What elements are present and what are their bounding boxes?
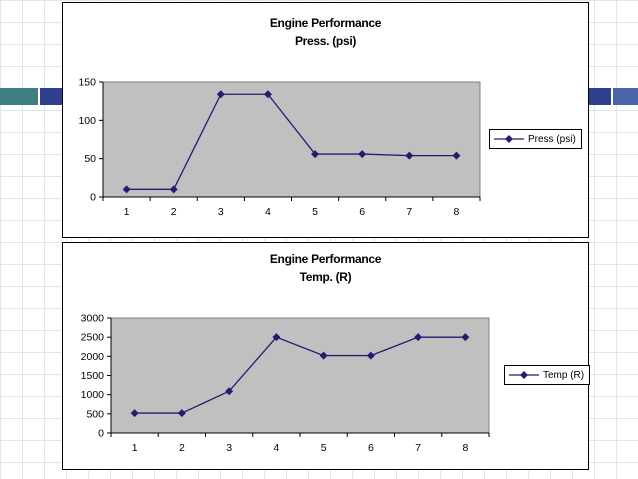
press-data-point — [311, 150, 320, 159]
press-x-tick-label: 4 — [265, 206, 271, 218]
press-x-tick-label: 8 — [454, 206, 460, 218]
temp-x-tick-label: 1 — [132, 442, 138, 454]
press-x-tick-label: 6 — [359, 206, 365, 218]
press-chart-panel: Engine Performance Press. (psi) 0 50 100 15… — [62, 2, 589, 238]
temp-data-point — [461, 333, 470, 342]
press-data-point — [452, 151, 461, 160]
press-data-point — [122, 185, 131, 194]
temp-data-point — [272, 333, 281, 342]
press-y-tick-label: 150 — [78, 77, 96, 89]
press-legend-label: Press (psi) — [528, 133, 576, 145]
temp-data-point — [414, 333, 423, 342]
press-x-tick-label: 1 — [124, 206, 130, 218]
press-data-point — [405, 151, 414, 160]
press-data-point — [169, 185, 178, 194]
press-chart-title: Engine Performance — [269, 16, 382, 30]
temp-data-point — [177, 409, 186, 418]
press-data-point — [216, 90, 225, 99]
temp-chart-panel: Engine Performance Temp. (R) 0 500 1000 150… — [62, 242, 591, 470]
temp-y-tick-label: 3000 — [81, 313, 105, 325]
temp-y-tick-label: 2000 — [81, 351, 105, 363]
press-chart-svg: 0 50 100 150 1 2 3 4 5 6 7 8 — [78, 77, 481, 218]
press-x-tick-label: 7 — [406, 206, 412, 218]
press-x-tick-label: 2 — [171, 206, 177, 218]
temp-data-point — [366, 351, 375, 360]
temp-y-tick-label: 2500 — [81, 332, 105, 344]
slide-accent-bar-left-navy — [40, 88, 62, 105]
temp-legend-marker-icon — [509, 371, 539, 379]
press-chart-legend: Press (psi) — [489, 129, 582, 149]
temp-x-tick-label: 4 — [273, 442, 279, 454]
temp-x-tick-label: 6 — [368, 442, 374, 454]
press-data-point — [358, 150, 367, 159]
temp-y-tick-label: 0 — [98, 428, 104, 440]
temp-chart-title: Engine Performance — [269, 252, 382, 266]
press-x-tick-label: 5 — [312, 206, 318, 218]
slide-accent-bar-right-navy — [587, 88, 611, 105]
temp-x-tick-label: 7 — [415, 442, 421, 454]
temp-data-point — [225, 387, 234, 396]
slide-accent-bar-right-blue — [613, 88, 638, 105]
slide-accent-bar-left-teal — [0, 88, 38, 105]
temp-y-tick-label: 500 — [86, 408, 104, 420]
temp-data-point — [130, 409, 139, 418]
temp-chart-svg: 0 500 1000 1500 2000 2500 3000 1 2 3 4 5 6 7 8 — [81, 313, 490, 454]
press-x-tick-label: 3 — [218, 206, 224, 218]
press-series-line — [126, 93, 457, 190]
temp-chart-legend: Temp (R) — [504, 365, 591, 385]
temp-x-tick-label: 2 — [179, 442, 185, 454]
press-y-tick-label: 0 — [90, 192, 96, 204]
temp-series-line — [134, 336, 466, 414]
press-chart-subtitle: Press. (psi) — [294, 34, 357, 48]
press-data-point — [263, 90, 272, 99]
press-y-tick-label: 50 — [84, 153, 96, 165]
temp-y-tick-label: 1000 — [81, 389, 105, 401]
press-legend-marker-icon — [494, 135, 524, 143]
temp-x-tick-label: 5 — [321, 442, 327, 454]
temp-y-tick-label: 1500 — [81, 370, 105, 382]
temp-x-tick-label: 3 — [226, 442, 232, 454]
temp-data-point — [319, 351, 328, 360]
temp-x-tick-label: 8 — [462, 442, 468, 454]
temp-chart-subtitle: Temp. (R) — [299, 270, 352, 284]
temp-legend-label: Temp (R) — [543, 369, 585, 381]
temp-plot-area — [110, 317, 490, 434]
press-y-tick-label: 100 — [78, 115, 96, 127]
press-plot-area — [102, 81, 481, 198]
